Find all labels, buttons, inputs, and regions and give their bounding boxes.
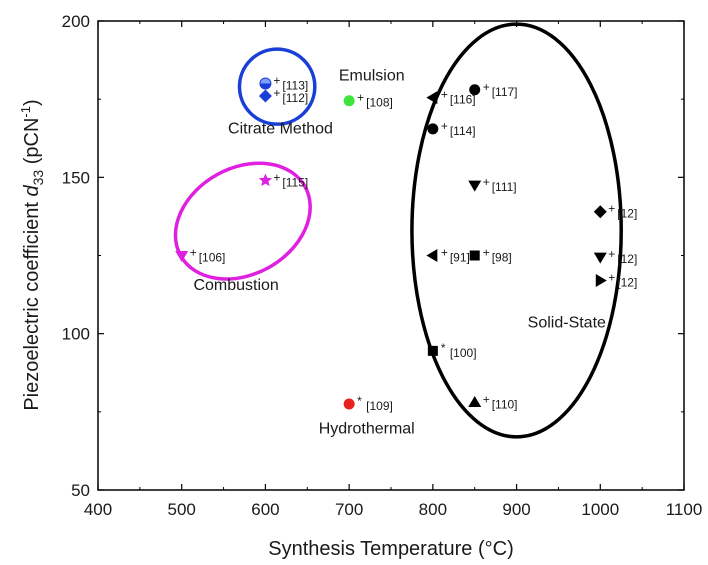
y-axis-title: Piezoelectric coefficient d33 (pCN-1) bbox=[18, 99, 46, 410]
point-marker-symbol: + bbox=[273, 170, 280, 184]
point-reference-label: [98] bbox=[492, 251, 512, 265]
point-reference-label: [116] bbox=[450, 93, 476, 107]
point-reference-label: [108] bbox=[366, 96, 393, 110]
point-marker-symbol: * bbox=[357, 394, 362, 408]
group-label: Hydrothermal bbox=[319, 421, 415, 438]
x-tick-label: 800 bbox=[419, 500, 447, 519]
group-ellipse bbox=[237, 47, 317, 126]
point-marker-symbol: + bbox=[483, 392, 490, 406]
y-tick-label: 50 bbox=[71, 481, 90, 500]
point-reference-label: [109] bbox=[366, 399, 393, 413]
point-reference-label: [112] bbox=[282, 91, 308, 105]
point-reference-label: [100] bbox=[450, 346, 477, 360]
data-point bbox=[175, 251, 189, 262]
point-marker-symbol: + bbox=[441, 88, 448, 102]
point-marker-symbol: + bbox=[441, 119, 448, 133]
y-axis-title-unit-superscript: -1 bbox=[18, 106, 33, 118]
x-tick-label: 700 bbox=[335, 500, 363, 519]
y-axis-title-unit: (pCN bbox=[21, 118, 43, 170]
group-label: Solid-State bbox=[528, 314, 606, 331]
point-reference-label: [114] bbox=[450, 124, 476, 138]
y-axis-title-main: Piezoelectric coefficient bbox=[21, 196, 43, 410]
point-reference-label: [113] bbox=[282, 79, 308, 93]
point-marker-symbol: + bbox=[483, 246, 490, 260]
point-reference-label: [117] bbox=[492, 85, 518, 99]
x-tick-label: 500 bbox=[168, 500, 196, 519]
y-tick-label: 200 bbox=[62, 12, 90, 31]
data-point bbox=[593, 252, 607, 264]
data-point bbox=[343, 398, 355, 410]
point-reference-label: [111] bbox=[492, 180, 517, 194]
data-point bbox=[427, 123, 439, 135]
data-point bbox=[468, 180, 482, 192]
point-reference-label: [91] bbox=[450, 251, 470, 265]
x-tick-label: 1100 bbox=[666, 500, 703, 519]
data-point bbox=[427, 345, 438, 356]
data-point bbox=[426, 249, 438, 262]
data-point bbox=[469, 84, 481, 96]
y-axis-title-symbol: d bbox=[21, 184, 43, 196]
group-labels: Citrate Method Emulsion Combustion Hydrothe… bbox=[193, 67, 606, 437]
point-reference-label: [115] bbox=[282, 175, 308, 189]
data-point bbox=[258, 173, 273, 187]
x-tick-label: 400 bbox=[84, 500, 112, 519]
x-tick-label: 600 bbox=[251, 500, 279, 519]
point-marker-symbol: + bbox=[608, 202, 615, 216]
group-label: Combustion bbox=[193, 277, 278, 294]
data-point bbox=[468, 395, 482, 407]
point-reference-label: [106] bbox=[199, 251, 226, 265]
point-marker-symbol: + bbox=[483, 80, 490, 94]
point-reference-label: [12] bbox=[617, 252, 637, 266]
point-reference-label: [12] bbox=[617, 276, 637, 290]
data-point bbox=[259, 77, 272, 90]
point-marker-symbol: + bbox=[483, 175, 490, 189]
data-points: + [113]+ [112] + [108]+ [115]+ [106]* [109]+ [11… bbox=[175, 74, 637, 413]
data-point bbox=[595, 274, 607, 288]
x-tick-label: 1000 bbox=[581, 500, 619, 519]
point-marker-symbol: + bbox=[441, 246, 448, 260]
y-tick-label: 100 bbox=[62, 325, 90, 344]
data-point bbox=[258, 89, 272, 103]
point-marker-symbol: + bbox=[190, 246, 197, 260]
point-marker-symbol: * bbox=[441, 341, 446, 355]
y-axis-title-symbol-subscript: 33 bbox=[30, 170, 46, 186]
group-label: Emulsion bbox=[339, 67, 405, 84]
data-point bbox=[343, 95, 355, 107]
data-point bbox=[469, 250, 480, 261]
point-marker-symbol: + bbox=[357, 91, 364, 105]
data-point bbox=[426, 91, 438, 105]
axis-ticks: 400 500 600 700 800 900 1000 1100 50 100 150 200 bbox=[62, 12, 703, 519]
y-tick-label: 150 bbox=[62, 168, 90, 187]
x-axis-title: Synthesis Temperature (°C) bbox=[268, 538, 514, 560]
point-reference-label: [12] bbox=[617, 207, 637, 221]
y-axis-title-unit-close: ) bbox=[21, 99, 43, 106]
data-point bbox=[593, 205, 607, 219]
group-label: Citrate Method bbox=[228, 121, 333, 138]
point-marker-symbol: + bbox=[608, 247, 615, 261]
point-marker-symbol: + bbox=[608, 271, 615, 285]
x-tick-label: 900 bbox=[502, 500, 530, 519]
plot-frame bbox=[97, 20, 685, 491]
point-reference-label: [110] bbox=[492, 397, 518, 411]
point-marker-symbol: + bbox=[273, 74, 280, 88]
group-ellipses bbox=[173, 22, 623, 439]
point-marker-symbol: + bbox=[273, 86, 280, 100]
